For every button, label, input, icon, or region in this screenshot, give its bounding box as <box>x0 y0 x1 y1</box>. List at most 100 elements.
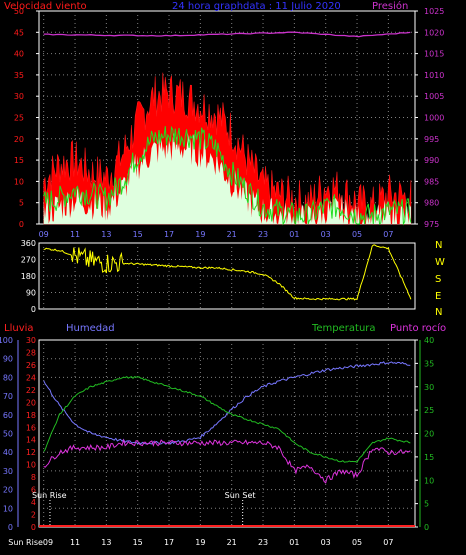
temperature-label: Temperatura <box>311 323 376 334</box>
pressure-tick-label: 980 <box>424 199 439 208</box>
humidity-tick-label: 10 <box>3 504 13 513</box>
pressure-axis-label: Presión <box>372 0 408 12</box>
x-tick-label: 19 <box>195 538 205 547</box>
series-humidity-line <box>43 361 411 445</box>
temperature-tick-label: 5 <box>424 500 429 509</box>
compass-labels: N W S E N <box>435 240 445 318</box>
x-tick-label: 23 <box>258 230 268 239</box>
temperature-tick-label: 25 <box>424 406 434 415</box>
humidity-label: Humedad <box>66 323 115 334</box>
pressure-tick-label: 995 <box>424 135 439 144</box>
x-tick-label: 03 <box>321 230 331 239</box>
humidity-tick-label: 30 <box>3 467 13 476</box>
humidity-tick-label: 90 <box>3 355 13 364</box>
pressure-tick-label: 1025 <box>424 7 444 16</box>
wind-tick-label: 0 <box>19 220 24 229</box>
humidity-tick-label: 70 <box>3 392 13 401</box>
sun-annotation: Sun Set <box>225 491 256 500</box>
wind-tick-label: 20 <box>14 135 24 144</box>
series-low-area <box>43 132 411 224</box>
pressure-tick-label: 990 <box>424 156 439 165</box>
x-tick-label: 19 <box>195 230 205 239</box>
wind-tick-label: 5 <box>19 199 24 208</box>
rain-tick-label: 22 <box>26 386 36 395</box>
rain-tick-label: 24 <box>26 373 36 382</box>
temperature-tick-label: 15 <box>424 453 434 462</box>
rain-tick-label: 28 <box>26 348 36 357</box>
humidity-tick-label: 60 <box>3 411 13 420</box>
sun-annotation: Sun Rise <box>32 491 67 500</box>
wind-tick-label: 45 <box>14 28 24 37</box>
humidity-tick-label: 50 <box>3 430 13 439</box>
compass-label: E <box>435 291 441 302</box>
direction-tick-label: 0 <box>31 305 36 314</box>
x-tick-label: 11 <box>70 538 80 547</box>
rain-tick-label: 16 <box>26 423 36 432</box>
x-tick-label: 01 <box>289 538 299 547</box>
wind-tick-label: 15 <box>14 156 24 165</box>
compass-label: W <box>435 257 445 268</box>
rain-tick-label: 2 <box>31 511 36 520</box>
compass-label: N <box>435 307 442 318</box>
rain-tick-label: 12 <box>26 448 36 457</box>
x-tick-label: 07 <box>383 538 393 547</box>
temperature-tick-label: 10 <box>424 476 434 485</box>
series-dewpoint-line <box>43 438 411 484</box>
rain-tick-label: 0 <box>31 523 36 532</box>
wind-axis-label: Velocidad viento <box>4 1 87 12</box>
temperature-tick-label: 0 <box>424 523 429 532</box>
humidity-tick-label: 100 <box>0 336 13 345</box>
x-tick-label: 15 <box>133 230 143 239</box>
x-tick-label: 07 <box>383 230 393 239</box>
pressure-tick-label: 1000 <box>424 114 444 123</box>
rain-tick-label: 10 <box>26 461 36 470</box>
wind-tick-label: 50 <box>14 7 24 16</box>
wind-tick-label: 10 <box>14 177 24 186</box>
pressure-tick-label: 975 <box>424 220 439 229</box>
x-tick-label: 01 <box>289 230 299 239</box>
x-tick-label: 21 <box>227 230 237 239</box>
series-pressure-line <box>43 31 411 38</box>
pressure-tick-label: 1020 <box>424 28 444 37</box>
rain-tick-label: 6 <box>31 486 36 495</box>
compass-label: N <box>435 240 442 251</box>
rain-tick-label: 4 <box>31 498 36 507</box>
rain-tick-label: 14 <box>26 436 36 445</box>
pressure-tick-label: 1010 <box>424 71 444 80</box>
humidity-tick-label: 0 <box>8 523 13 532</box>
humidity-tick-label: 40 <box>3 448 13 457</box>
wind-tick-label: 30 <box>14 92 24 101</box>
rain-tick-label: 26 <box>26 361 36 370</box>
rain-tick-label: 30 <box>26 336 36 345</box>
pressure-tick-label: 1015 <box>424 50 444 59</box>
x-tick-label: 11 <box>70 230 80 239</box>
wind-tick-label: 35 <box>14 71 24 80</box>
humidity-tick-label: 80 <box>3 373 13 382</box>
x-tick-label: 17 <box>164 538 174 547</box>
x-tick-label: 13 <box>101 538 111 547</box>
rain-label: Lluvia <box>4 323 34 334</box>
x-tick-label: 05 <box>352 230 362 239</box>
x-tick-label: 09 <box>39 230 49 239</box>
wind-tick-label: 40 <box>14 50 24 59</box>
temperature-tick-label: 20 <box>424 430 434 439</box>
humidity-tick-label: 20 <box>3 486 13 495</box>
series-temperature-line <box>43 375 411 463</box>
rain-tick-label: 8 <box>31 473 36 482</box>
pressure-tick-label: 1005 <box>424 92 444 101</box>
x-tick-label: 17 <box>164 230 174 239</box>
direction-tick-label: 360 <box>21 239 36 248</box>
compass-label: S <box>435 274 441 285</box>
series-avg-line <box>43 125 412 226</box>
direction-tick-label: 270 <box>21 256 36 265</box>
x-tick-label: Sun Rise09 <box>8 538 53 547</box>
temperature-tick-label: 30 <box>424 383 434 392</box>
x-tick-label: 03 <box>321 538 331 547</box>
x-tick-label: 23 <box>258 538 268 547</box>
direction-tick-label: 90 <box>26 289 36 298</box>
chart-title: 24 hora graphdata : 11 Julio 2020 <box>172 1 341 12</box>
wind-tick-label: 25 <box>14 114 24 123</box>
x-tick-label: 13 <box>101 230 111 239</box>
